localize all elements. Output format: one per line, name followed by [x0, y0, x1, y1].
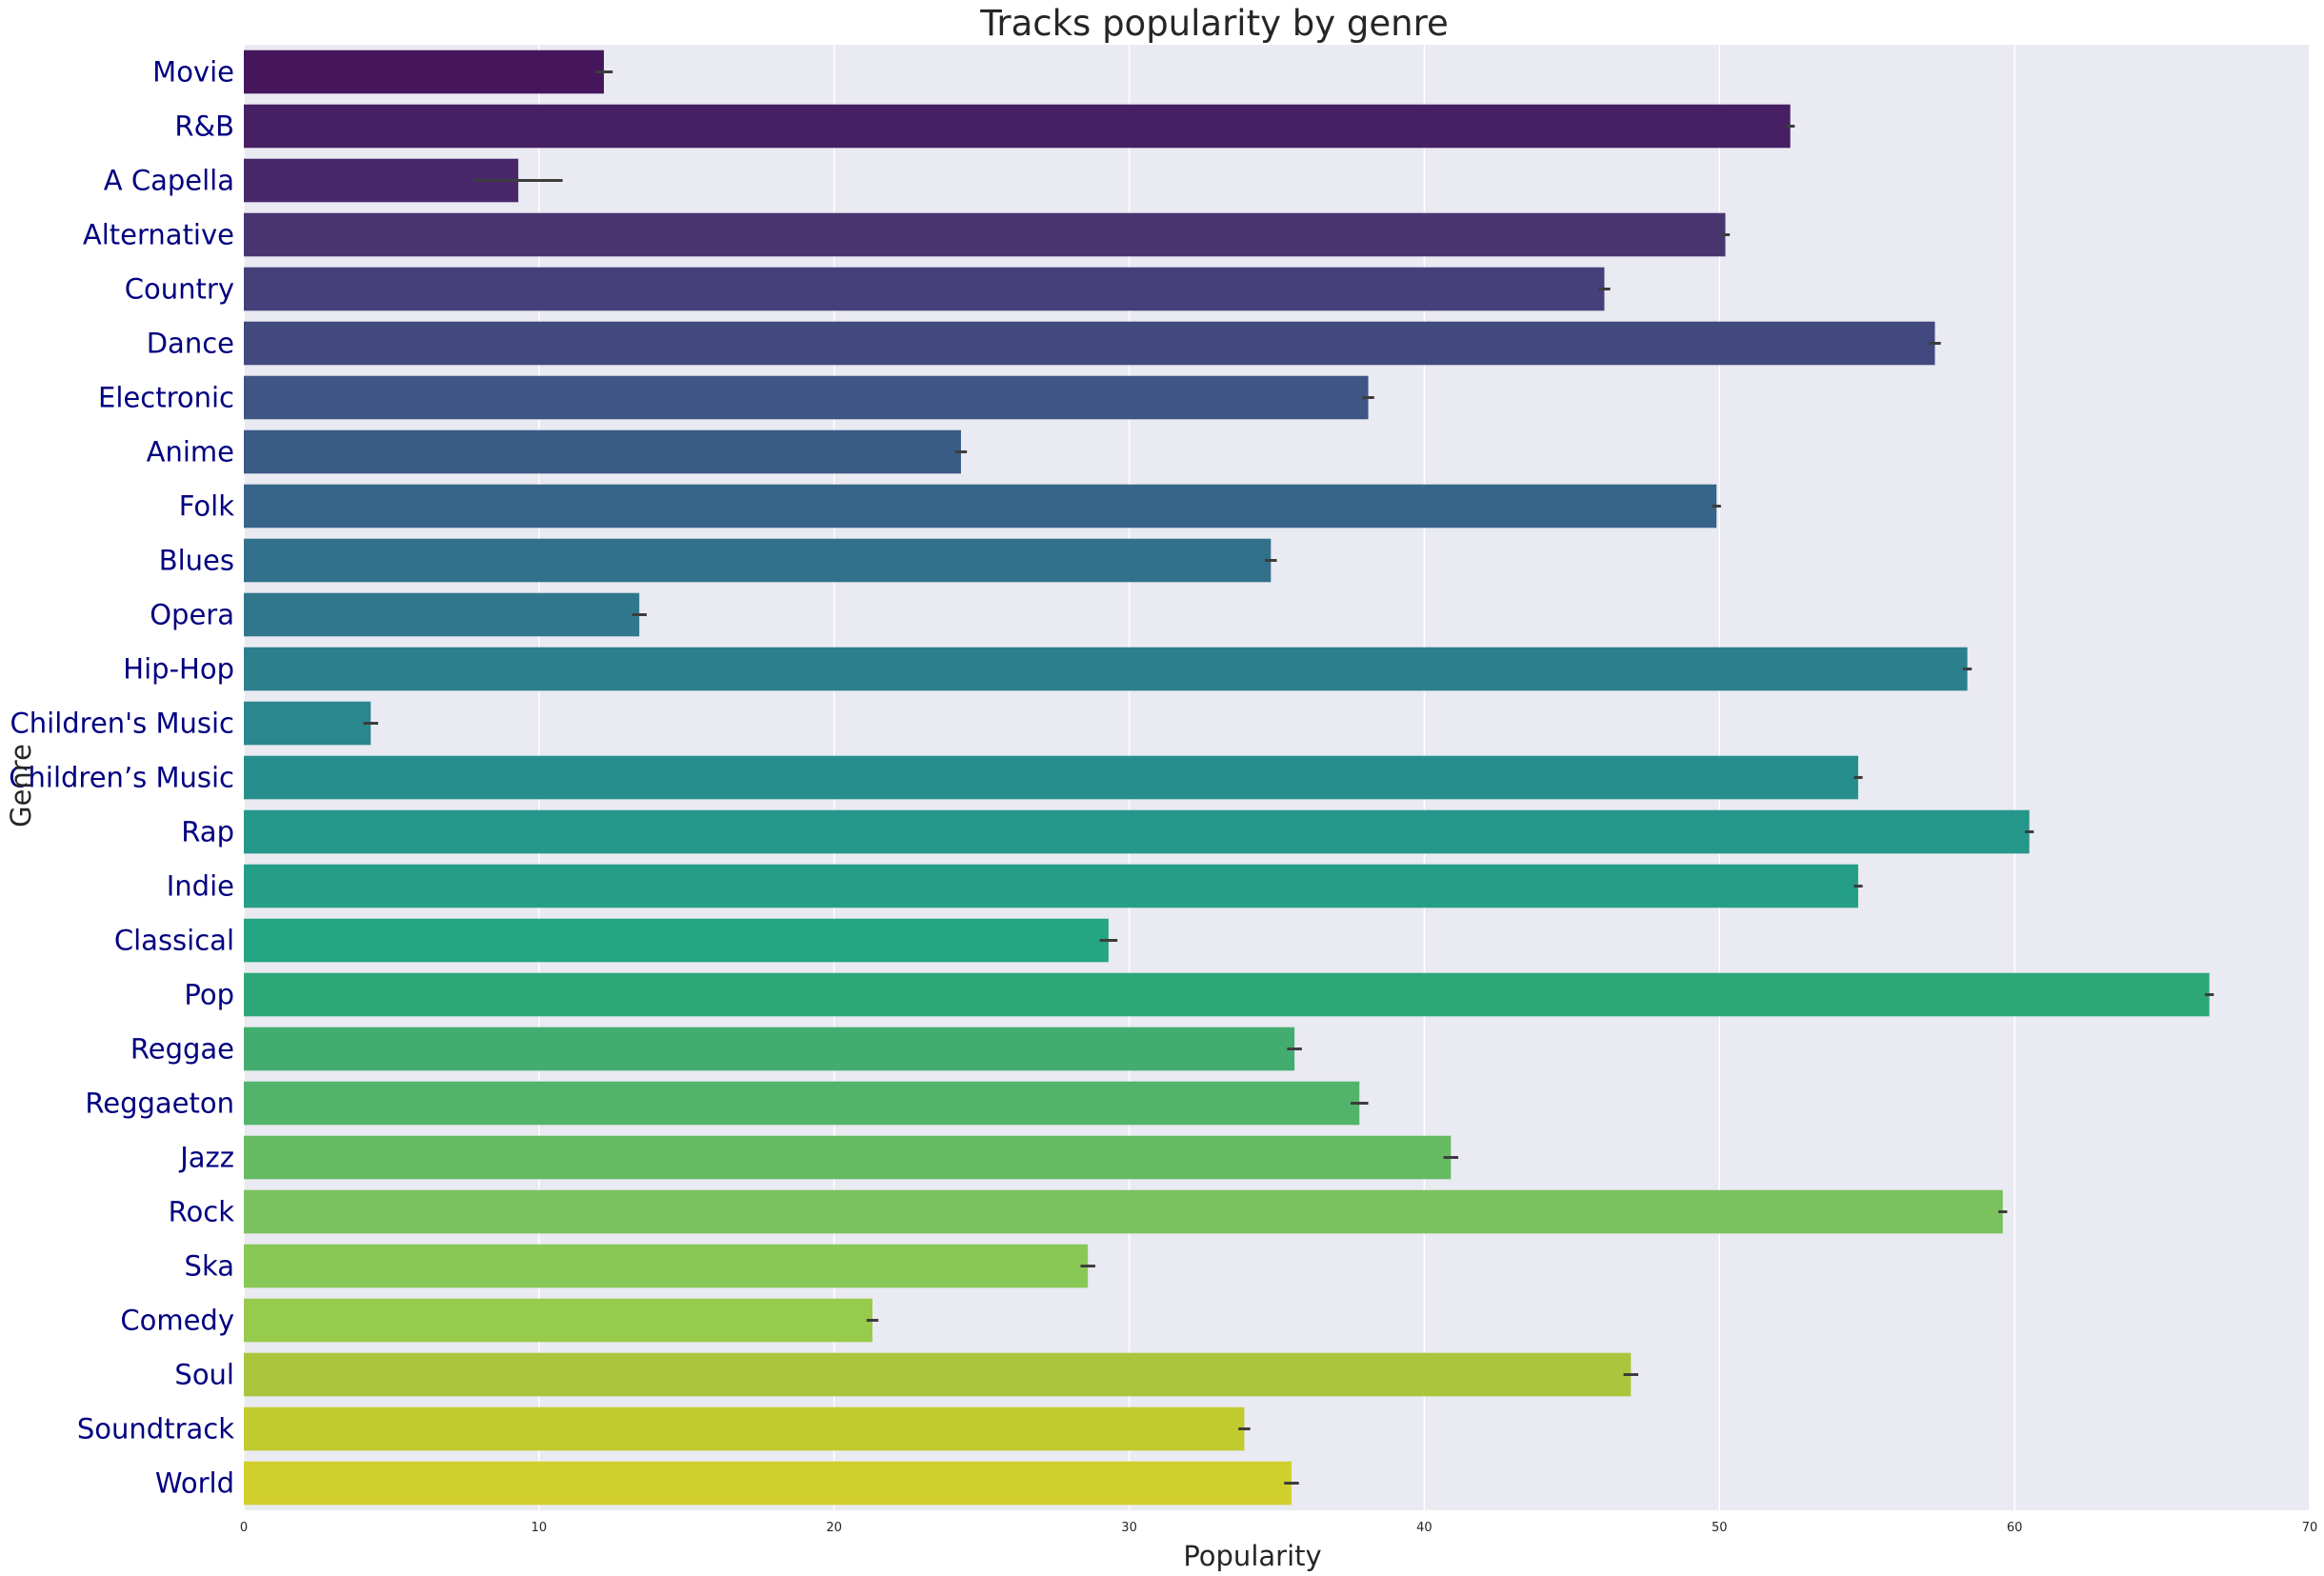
- bar: [244, 1298, 872, 1343]
- bar: [244, 755, 1858, 800]
- bar: [244, 1461, 1292, 1506]
- x-tick-label: 20: [826, 1521, 842, 1535]
- bar: [244, 1352, 1632, 1397]
- category-label: Alternative: [83, 219, 234, 251]
- bar: [244, 484, 1717, 529]
- x-tick-label: 60: [2007, 1521, 2023, 1535]
- category-label: Indie: [167, 870, 234, 903]
- category-label: Movie: [152, 56, 234, 89]
- bar: [244, 647, 1968, 691]
- bar: [244, 1244, 1089, 1288]
- x-axis-title: Popularity: [1183, 1540, 1321, 1572]
- bar: [244, 375, 1369, 420]
- category-label: Folk: [179, 490, 234, 523]
- category-label: Blues: [159, 545, 234, 577]
- x-tick-label: 40: [1416, 1521, 1432, 1535]
- category-label: Children’s Music: [9, 762, 234, 794]
- category-label: A Capella: [104, 165, 234, 197]
- y-axis-title: Genre: [5, 744, 37, 828]
- category-label: Rap: [181, 816, 234, 848]
- category-label: Classical: [114, 925, 234, 957]
- category-label: Country: [125, 273, 234, 306]
- bar: [244, 104, 1791, 149]
- bar: [244, 864, 1858, 908]
- category-label: Dance: [147, 328, 234, 360]
- bar: [244, 918, 1109, 963]
- bar: [244, 701, 371, 746]
- category-label: Anime: [147, 436, 234, 469]
- bar: [244, 1135, 1452, 1180]
- bar: [244, 50, 605, 94]
- bars: [244, 50, 2210, 1506]
- x-tick-label: 30: [1121, 1521, 1137, 1535]
- category-label: Hip-Hop: [123, 653, 234, 686]
- bar: [244, 592, 640, 637]
- bar: [244, 1027, 1295, 1071]
- category-label: Reggaeton: [85, 1087, 234, 1120]
- category-label: Rock: [169, 1196, 235, 1228]
- bar: [244, 972, 2210, 1017]
- category-label: Comedy: [120, 1305, 234, 1337]
- error-bars: [363, 70, 2214, 1485]
- category-label: Soundtrack: [77, 1413, 234, 1446]
- bar: [244, 429, 961, 474]
- category-label: Electronic: [98, 382, 234, 414]
- chart-title: Tracks popularity by genre: [979, 3, 1449, 44]
- bar: [244, 1406, 1245, 1451]
- x-tick-label: 70: [2302, 1521, 2318, 1535]
- bar: [244, 158, 519, 203]
- bar: [244, 321, 1935, 366]
- bar: [244, 267, 1605, 311]
- x-tick-label: 10: [531, 1521, 548, 1535]
- category-label: Ska: [185, 1250, 234, 1283]
- category-label: Children's Music: [10, 708, 234, 740]
- category-label: R&B: [174, 110, 234, 143]
- x-tick-label: 50: [1712, 1521, 1728, 1535]
- x-tick-labels: 0 10 20 30 40 50 60 70: [240, 1521, 2317, 1535]
- x-tick-label: 0: [240, 1521, 248, 1535]
- bar: [244, 809, 2030, 854]
- category-labels: Movie R&B A Capella Alternative Country Dance…: [9, 56, 234, 1500]
- bar: [244, 538, 1272, 583]
- bar: [244, 1081, 1360, 1126]
- category-label: Jazz: [178, 1142, 234, 1174]
- category-label: World: [155, 1467, 234, 1500]
- category-label: Opera: [150, 599, 234, 631]
- category-label: Reggae: [130, 1033, 234, 1066]
- category-label: Soul: [174, 1359, 234, 1391]
- bar: [244, 212, 1726, 257]
- category-label: Pop: [184, 979, 234, 1011]
- bar: [244, 1189, 2003, 1234]
